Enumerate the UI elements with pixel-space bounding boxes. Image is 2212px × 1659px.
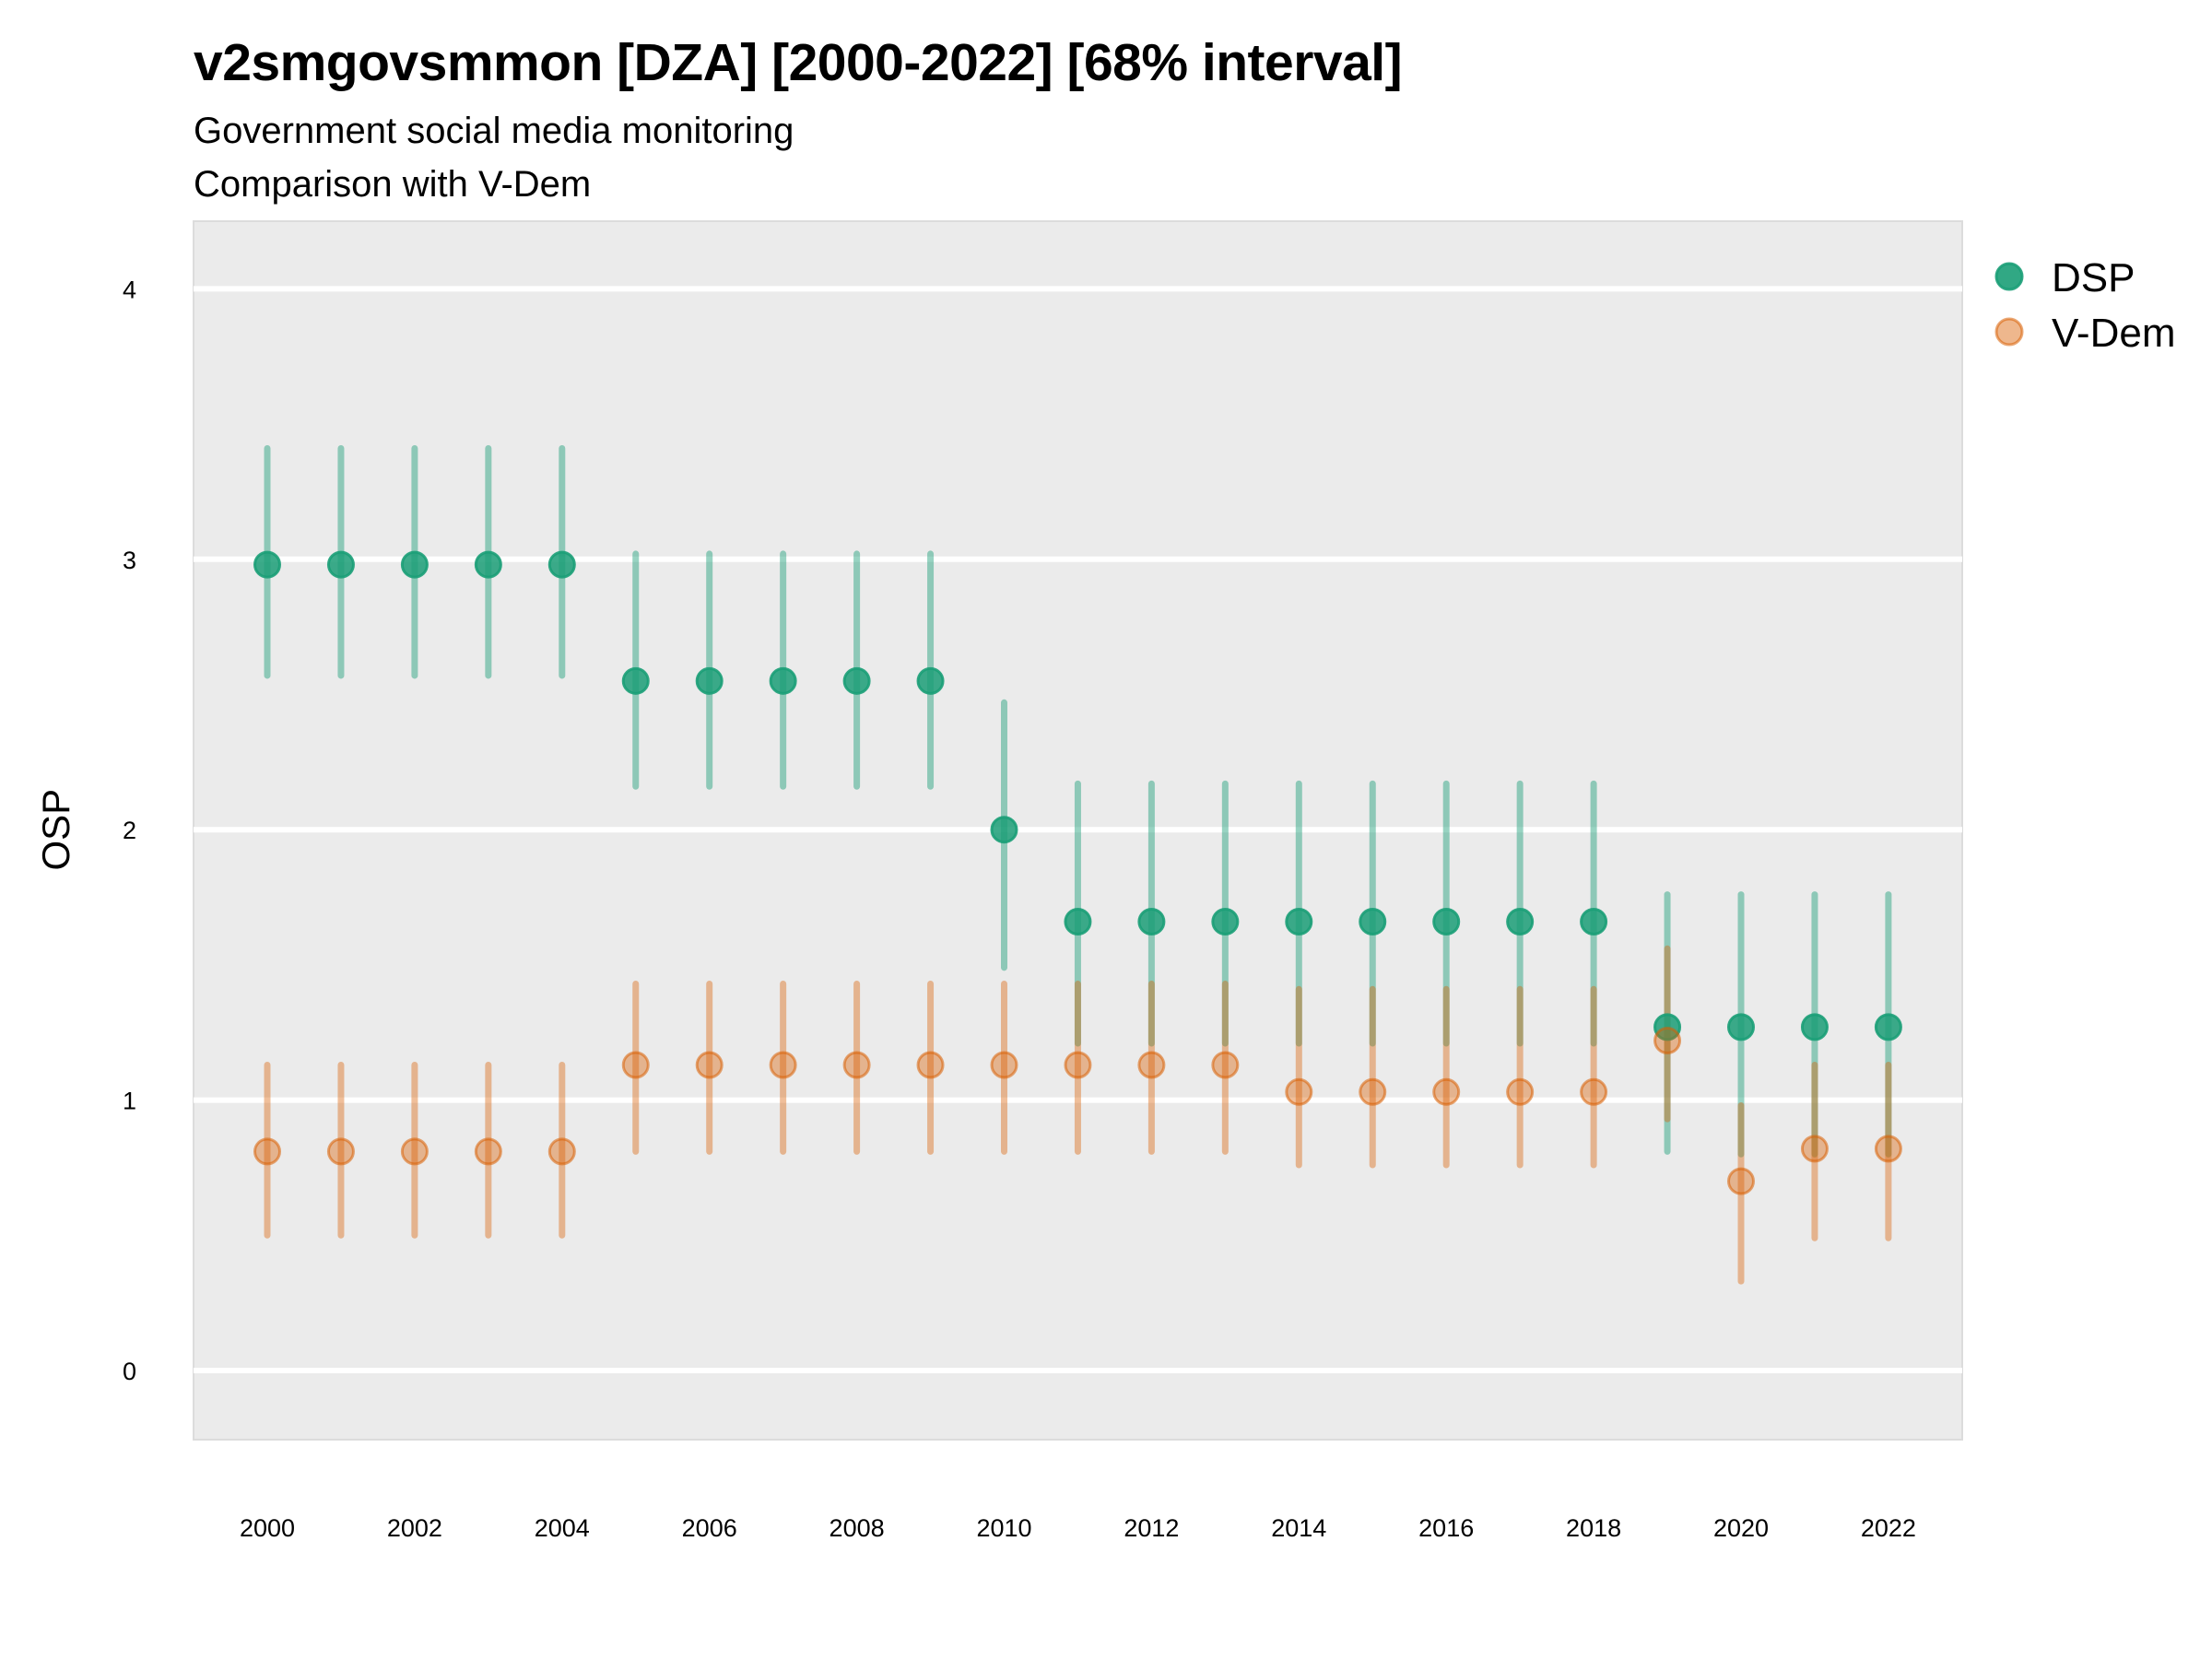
vdem-point-2014	[1285, 1077, 1313, 1106]
vdem-point-2017	[1506, 1077, 1535, 1106]
vdem-point-2000	[253, 1137, 281, 1166]
x-tick-label: 2018	[1566, 1514, 1621, 1542]
vdem-point-2015	[1359, 1077, 1387, 1106]
dsp-point-2018	[1580, 907, 1608, 935]
x-tick-label: 2022	[1861, 1514, 1916, 1542]
dsp-point-2015	[1359, 907, 1387, 935]
chart-subtitle: Government social media monitoring	[194, 111, 794, 151]
dsp-point-2002	[400, 550, 429, 579]
legend-key-vdem	[1994, 317, 2024, 347]
dsp-point-2004	[547, 550, 576, 579]
vdem-point-2006	[695, 1051, 724, 1079]
x-tick-label: 2004	[535, 1514, 590, 1542]
vdem-point-2012	[1137, 1051, 1166, 1079]
vdem-point-2004	[547, 1137, 576, 1166]
x-tick-label: 2020	[1713, 1514, 1769, 1542]
y-axis-ticks: 0 1 2 3 4	[123, 276, 136, 1385]
vdem-point-2002	[400, 1137, 429, 1166]
y-axis-title: OSP	[34, 789, 77, 871]
dsp-point-2000	[253, 550, 281, 579]
vdem-point-2016	[1432, 1077, 1461, 1106]
vdem-point-2007	[769, 1051, 797, 1079]
dsp-point-2016	[1432, 907, 1461, 935]
vdem-point-2019	[1653, 1027, 1682, 1055]
vdem-point-2011	[1064, 1051, 1092, 1079]
data-points	[253, 550, 1902, 1195]
vdem-point-2001	[326, 1137, 355, 1166]
y-tick-label: 3	[123, 547, 136, 574]
legend-label-dsp: DSP	[2052, 255, 2135, 300]
vdem-point-2022	[1874, 1135, 1902, 1163]
dsp-point-2013	[1211, 907, 1240, 935]
dsp-point-2001	[326, 550, 355, 579]
x-tick-label: 2006	[682, 1514, 737, 1542]
dsp-point-2011	[1064, 907, 1092, 935]
dsp-point-2009	[916, 666, 945, 695]
dsp-point-2012	[1137, 907, 1166, 935]
dsp-point-2007	[769, 666, 797, 695]
dsp-point-2003	[474, 550, 502, 579]
x-tick-label: 2002	[387, 1514, 442, 1542]
vdem-point-2020	[1727, 1167, 1755, 1195]
vdem-point-2009	[916, 1051, 945, 1079]
legend: DSP V-Dem	[1994, 255, 2175, 356]
legend-label-vdem: V-Dem	[2052, 311, 2175, 356]
vdem-point-2008	[842, 1051, 871, 1079]
dsp-point-2021	[1800, 1013, 1829, 1041]
dsp-point-2014	[1285, 907, 1313, 935]
dsp-point-2020	[1727, 1013, 1755, 1041]
legend-key-dsp	[1994, 262, 2024, 291]
dsp-point-2008	[842, 666, 871, 695]
y-tick-label: 0	[123, 1358, 136, 1385]
y-tick-label: 1	[123, 1088, 136, 1115]
x-tick-label: 2010	[976, 1514, 1031, 1542]
vdem-point-2021	[1800, 1135, 1829, 1163]
x-tick-label: 2014	[1271, 1514, 1326, 1542]
x-tick-label: 2016	[1418, 1514, 1474, 1542]
dsp-point-2006	[695, 666, 724, 695]
x-tick-label: 2000	[240, 1514, 295, 1542]
dsp-point-2022	[1874, 1013, 1902, 1041]
dsp-point-2017	[1506, 907, 1535, 935]
chart-subtitle-comparison: Comparison with V-Dem	[194, 164, 592, 205]
y-tick-label: 4	[123, 276, 136, 303]
x-tick-label: 2012	[1124, 1514, 1179, 1542]
chart-title: v2smgovsmmon [DZA] [2000-2022] [68% inte…	[194, 33, 1403, 92]
dsp-point-2005	[621, 666, 650, 695]
vdem-point-2003	[474, 1137, 502, 1166]
x-axis-ticks: 2000 2002 2004 2006 2008 2010 2012 2014 2016 2018…	[240, 1514, 1916, 1542]
vdem-point-2013	[1211, 1051, 1240, 1079]
vdem-point-2018	[1580, 1077, 1608, 1106]
vdem-point-2005	[621, 1051, 650, 1079]
dsp-point-2010	[990, 816, 1018, 844]
vdem-point-2010	[990, 1051, 1018, 1079]
y-tick-label: 2	[123, 817, 136, 844]
x-tick-label: 2008	[830, 1514, 885, 1542]
